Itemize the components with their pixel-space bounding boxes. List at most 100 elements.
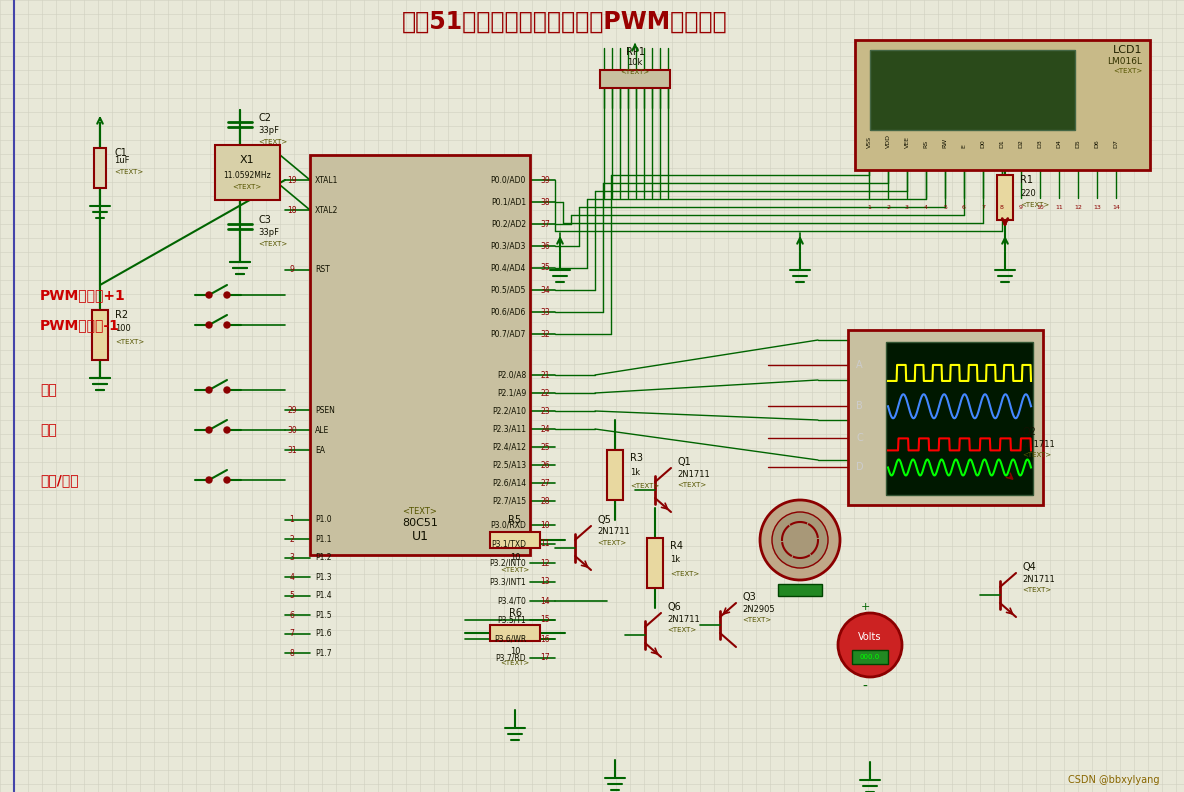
Text: 37: 37 xyxy=(540,219,549,229)
Text: <TEXT>: <TEXT> xyxy=(630,483,659,489)
Text: P2.1/A9: P2.1/A9 xyxy=(497,389,526,398)
Text: 35: 35 xyxy=(540,264,549,272)
Circle shape xyxy=(206,427,212,433)
FancyBboxPatch shape xyxy=(848,330,1043,505)
Text: 39: 39 xyxy=(540,176,549,185)
Text: 11: 11 xyxy=(1055,205,1063,210)
Text: P0.4/AD4: P0.4/AD4 xyxy=(490,264,526,272)
Text: <TEXT>: <TEXT> xyxy=(670,571,700,577)
Text: P0.7/AD7: P0.7/AD7 xyxy=(490,329,526,338)
Text: <TEXT>: <TEXT> xyxy=(742,617,771,623)
FancyBboxPatch shape xyxy=(215,145,279,200)
FancyBboxPatch shape xyxy=(600,70,670,88)
Text: P1.3: P1.3 xyxy=(315,573,332,581)
Text: 12: 12 xyxy=(1074,205,1082,210)
Text: 34: 34 xyxy=(540,285,549,295)
Text: 30: 30 xyxy=(288,425,297,435)
Text: PWM占空比+1: PWM占空比+1 xyxy=(40,288,126,302)
Text: C2: C2 xyxy=(258,113,271,123)
Text: 8: 8 xyxy=(290,649,295,657)
Circle shape xyxy=(224,322,230,328)
Text: 11.0592MHz: 11.0592MHz xyxy=(223,170,271,180)
Text: R4: R4 xyxy=(670,541,683,551)
Text: P3.1/TXD: P3.1/TXD xyxy=(491,539,526,549)
Text: P2.4/A12: P2.4/A12 xyxy=(493,443,526,451)
Text: 33: 33 xyxy=(540,307,549,317)
Text: P1.6: P1.6 xyxy=(315,630,332,638)
Text: XTAL1: XTAL1 xyxy=(315,176,339,185)
FancyBboxPatch shape xyxy=(310,155,530,555)
Text: P3.6/WR: P3.6/WR xyxy=(494,634,526,643)
Text: 19: 19 xyxy=(288,176,297,185)
Text: 10k: 10k xyxy=(628,58,643,67)
Text: 7: 7 xyxy=(982,205,985,210)
Text: 14: 14 xyxy=(1112,205,1120,210)
Text: Q2: Q2 xyxy=(1022,427,1036,437)
Text: P2.6/A14: P2.6/A14 xyxy=(491,478,526,488)
Text: 10: 10 xyxy=(540,520,549,530)
FancyBboxPatch shape xyxy=(607,450,623,500)
Text: 22: 22 xyxy=(540,389,549,398)
Text: 2: 2 xyxy=(290,535,295,543)
Text: P1.2: P1.2 xyxy=(315,554,332,562)
Text: D1: D1 xyxy=(999,139,1004,148)
Text: Volts: Volts xyxy=(858,632,882,642)
FancyBboxPatch shape xyxy=(997,175,1014,220)
Text: 2N1711: 2N1711 xyxy=(1022,574,1055,584)
Text: VDD: VDD xyxy=(886,134,890,148)
Text: D: D xyxy=(856,463,863,473)
Text: 36: 36 xyxy=(540,242,549,250)
Text: 7: 7 xyxy=(290,630,295,638)
Text: P0.6/AD6: P0.6/AD6 xyxy=(490,307,526,317)
Text: Q6: Q6 xyxy=(667,602,681,612)
Text: 17: 17 xyxy=(540,653,549,662)
FancyBboxPatch shape xyxy=(870,50,1075,130)
Text: R3: R3 xyxy=(630,453,643,463)
Text: RS: RS xyxy=(924,140,928,148)
Text: 4: 4 xyxy=(924,205,928,210)
Text: RST: RST xyxy=(315,265,330,275)
Text: 2: 2 xyxy=(886,205,890,210)
Text: 000.0: 000.0 xyxy=(860,654,880,660)
Text: LM016L: LM016L xyxy=(1107,57,1143,66)
Text: <TEXT>: <TEXT> xyxy=(258,139,288,145)
Text: EA: EA xyxy=(315,445,324,455)
Text: E: E xyxy=(961,144,966,148)
Text: <TEXT>: <TEXT> xyxy=(501,660,529,666)
Text: Q3: Q3 xyxy=(742,592,755,602)
Text: <TEXT>: <TEXT> xyxy=(232,184,262,190)
Circle shape xyxy=(760,500,839,580)
Text: P2.0/A8: P2.0/A8 xyxy=(497,371,526,379)
Circle shape xyxy=(772,512,828,568)
Text: P3.3/INT1: P3.3/INT1 xyxy=(489,577,526,587)
Text: VSS: VSS xyxy=(867,136,871,148)
FancyBboxPatch shape xyxy=(490,625,540,641)
Text: P0.3/AD3: P0.3/AD3 xyxy=(490,242,526,250)
FancyBboxPatch shape xyxy=(778,584,822,596)
Text: 基于51单片机的霍尔直流电机PWM调速系统: 基于51单片机的霍尔直流电机PWM调速系统 xyxy=(403,10,728,34)
Circle shape xyxy=(206,387,212,393)
Text: P3.5/T1: P3.5/T1 xyxy=(497,615,526,625)
Text: 5: 5 xyxy=(944,205,947,210)
Text: <TEXT>: <TEXT> xyxy=(501,567,529,573)
Text: C: C xyxy=(856,433,863,444)
Text: <TEXT>: <TEXT> xyxy=(597,540,626,546)
Circle shape xyxy=(224,292,230,298)
Text: RW: RW xyxy=(942,138,947,148)
FancyBboxPatch shape xyxy=(852,650,888,664)
FancyBboxPatch shape xyxy=(94,148,107,188)
Text: D2: D2 xyxy=(1018,139,1023,148)
Text: 220: 220 xyxy=(1019,188,1036,197)
Circle shape xyxy=(838,613,902,677)
Text: R1: R1 xyxy=(1019,175,1032,185)
Text: 28: 28 xyxy=(540,497,549,505)
Text: P0.5/AD5: P0.5/AD5 xyxy=(490,285,526,295)
Text: 21: 21 xyxy=(540,371,549,379)
Text: U1: U1 xyxy=(412,531,429,543)
Text: D5: D5 xyxy=(1075,139,1081,148)
Text: P0.1/AD1: P0.1/AD1 xyxy=(491,197,526,207)
Circle shape xyxy=(224,427,230,433)
Text: 13: 13 xyxy=(1093,205,1101,210)
Text: 2N1711: 2N1711 xyxy=(597,527,630,536)
Text: 1k: 1k xyxy=(630,467,641,477)
